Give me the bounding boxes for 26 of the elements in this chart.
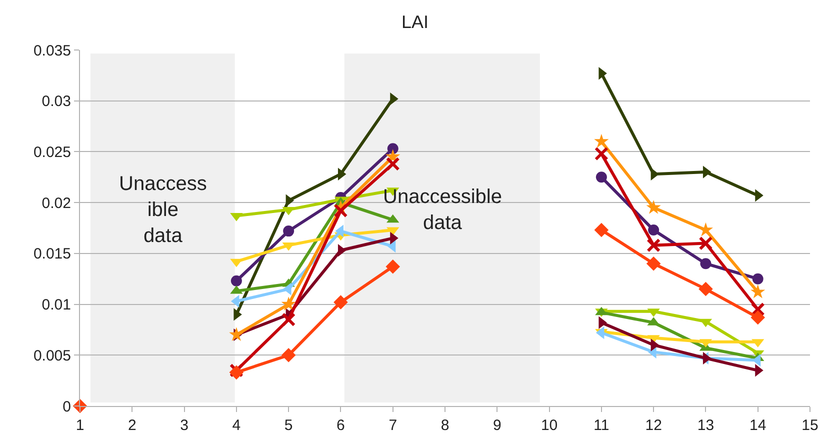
x-tick-label: 4 [232, 417, 241, 434]
y-tick-label: 0.015 [33, 246, 71, 263]
x-tick-label: 1 [76, 417, 84, 434]
x-tick-label: 12 [645, 417, 662, 434]
band-label: Unaccess ible data [119, 173, 207, 247]
x-tick-label: 8 [440, 417, 450, 434]
y-tick-label: 0.03 [42, 93, 71, 110]
y-tick-label: 0.01 [42, 296, 71, 314]
x-tick-label: 11 [594, 417, 610, 434]
y-tick-label: 0.02 [42, 194, 71, 212]
chart-title: LAI [401, 12, 429, 32]
x-tick-label: 15 [802, 417, 818, 434]
x-tick-label: 2 [128, 417, 136, 434]
x-tick-label: 10 [540, 417, 558, 434]
x-tick-label: 9 [492, 417, 502, 434]
x-tick-label: 5 [284, 417, 293, 434]
y-tick-label: 0.035 [33, 42, 71, 60]
x-tick-label: 7 [388, 417, 398, 434]
y-tick-label: 0 [62, 398, 71, 416]
x-tick-label: 6 [336, 417, 345, 434]
y-tick-label: 0.005 [33, 347, 71, 364]
x-tick-label: 14 [750, 417, 766, 434]
x-tick-label: 13 [697, 417, 714, 434]
x-tick-label: 3 [180, 417, 188, 434]
y-tick-label: 0.025 [33, 144, 71, 161]
band-label: Unaccessible data [383, 186, 502, 234]
